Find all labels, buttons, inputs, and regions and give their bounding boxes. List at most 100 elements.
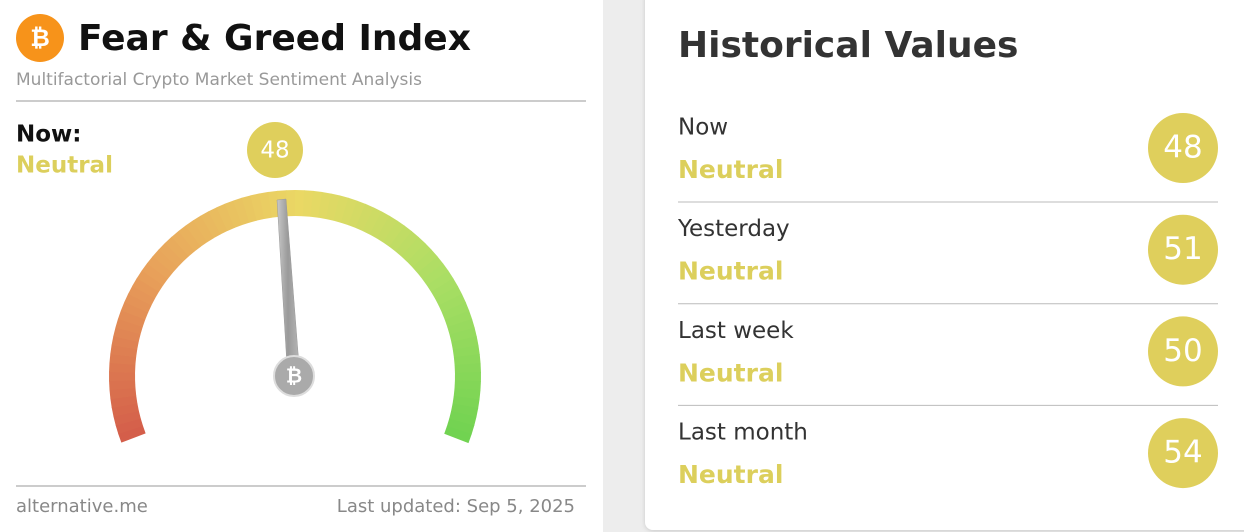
gauge-segment xyxy=(113,327,141,342)
bitcoin-symbol: ₿ xyxy=(30,24,50,52)
gauge-segment xyxy=(171,230,195,257)
gauge-segment xyxy=(376,215,398,243)
gauge-segment xyxy=(438,293,466,313)
gauge-segment xyxy=(146,255,173,280)
row-label: Last month xyxy=(678,420,808,446)
gauge-segment xyxy=(259,191,273,219)
gauge-segment xyxy=(449,327,477,343)
gauge-segment xyxy=(454,372,481,382)
now-value: 48 xyxy=(260,138,289,164)
gauge-segment xyxy=(340,197,358,226)
needle-hub xyxy=(273,355,315,397)
row-status: Neutral xyxy=(678,257,783,286)
right-panel xyxy=(645,0,1244,530)
gauge-segment xyxy=(369,211,390,239)
gauge-segment xyxy=(128,285,156,306)
gauge-segment xyxy=(435,285,463,306)
gauge-segment xyxy=(152,249,178,274)
gauge-segment xyxy=(452,395,480,409)
value-bubble xyxy=(1148,113,1218,183)
gauge-segment xyxy=(412,249,438,274)
subtitle: Multifactorial Crypto Market Sentiment A… xyxy=(16,70,422,90)
value-bubble xyxy=(1148,418,1218,489)
gauge-segment xyxy=(109,371,136,382)
gauge-segment xyxy=(141,262,168,286)
gauge-segment xyxy=(406,243,432,268)
gauge-segment xyxy=(444,310,473,328)
gauge-segment xyxy=(124,293,152,313)
gauge-segment xyxy=(454,363,481,374)
source: alternative.me xyxy=(16,496,148,517)
gauge-segment xyxy=(362,207,383,235)
row-value: 50 xyxy=(1163,333,1202,369)
left-content: ₿ Fear & Greed Index Multifactorial Cryp… xyxy=(16,14,586,517)
row-value: 51 xyxy=(1163,231,1202,267)
gauge-segment xyxy=(117,310,146,327)
gauge-segment xyxy=(447,318,475,335)
gauge-segment xyxy=(348,200,366,229)
gauge-segment xyxy=(444,426,472,444)
gauge-segment xyxy=(268,190,280,218)
gauge-segment xyxy=(115,318,143,335)
gauge-segment xyxy=(453,354,481,366)
gauge-segment xyxy=(451,403,479,418)
gauge-segment xyxy=(401,236,426,262)
now-label: Now: xyxy=(16,122,82,148)
now-status: Neutral xyxy=(16,153,113,179)
gauge-segment xyxy=(422,263,449,286)
row-value: 48 xyxy=(1163,130,1202,166)
gauge-segment xyxy=(216,203,235,231)
gauge-segment xyxy=(109,380,136,391)
gauge-segment xyxy=(118,425,146,443)
value-bubble xyxy=(1148,316,1218,387)
row-label: Yesterday xyxy=(677,216,790,242)
gauge-segment xyxy=(109,387,137,400)
gauge-segment xyxy=(454,380,481,391)
gauge-segment xyxy=(115,418,144,435)
gauge-segment xyxy=(318,191,332,220)
gauge-segment xyxy=(382,220,405,247)
gauge-segment xyxy=(109,362,136,373)
gauge-segment xyxy=(110,344,138,358)
gauge-segment xyxy=(325,193,341,221)
row-status: Neutral xyxy=(678,155,783,184)
gauge-segment xyxy=(110,395,138,408)
gauge-segment xyxy=(250,193,265,221)
gauge-segment xyxy=(355,203,374,232)
bitcoin-logo xyxy=(16,14,64,62)
gauge-segment xyxy=(109,353,137,365)
gauge-segment xyxy=(164,236,190,262)
gauge-segment xyxy=(431,278,458,299)
gauge-segment xyxy=(446,418,475,435)
gauge-segment xyxy=(426,270,454,293)
gauge-segment xyxy=(452,345,480,358)
title: Fear & Greed Index xyxy=(78,18,471,59)
gauge-segment xyxy=(113,410,141,426)
value-bubble xyxy=(1148,214,1218,285)
row-label: Last week xyxy=(678,318,794,344)
row-value: 54 xyxy=(1163,435,1202,471)
gauge-segment xyxy=(136,270,164,292)
gauge-segment xyxy=(132,277,160,299)
row-status: Neutral xyxy=(678,358,783,387)
history-title: Historical Values xyxy=(678,25,1018,66)
gauge-segment xyxy=(158,242,184,268)
gauge-segment xyxy=(441,302,470,321)
gauge-segment xyxy=(200,211,221,239)
gauge-segment xyxy=(453,388,481,400)
gauge xyxy=(109,190,481,444)
gauge-segment xyxy=(449,411,477,426)
gauge-segment xyxy=(241,195,258,223)
gauge-segment xyxy=(417,256,444,280)
gauge-segment xyxy=(120,301,149,320)
gauge-segment xyxy=(333,195,349,223)
gauge-segment xyxy=(178,225,202,252)
last-updated: Last updated: Sep 5, 2025 xyxy=(337,496,575,517)
gauge-segment xyxy=(389,225,413,252)
gauge-segment xyxy=(185,220,208,247)
gauge-segment xyxy=(208,207,228,235)
row-status: Neutral xyxy=(678,460,783,489)
row-label: Now xyxy=(678,115,728,141)
left-panel xyxy=(0,0,603,532)
